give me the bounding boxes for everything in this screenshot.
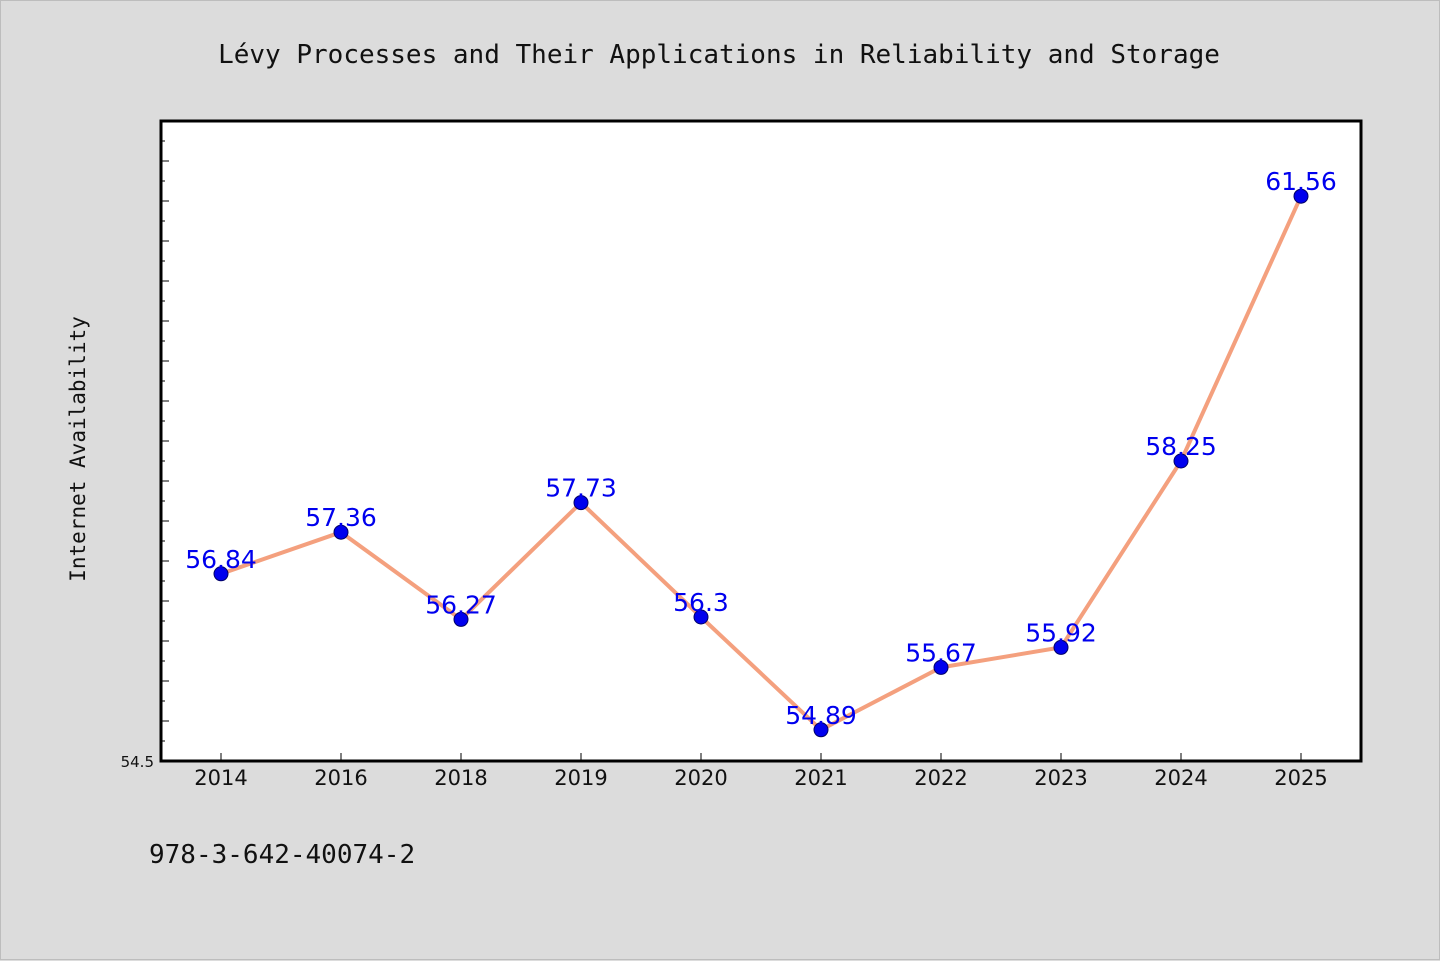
data-point xyxy=(693,609,709,625)
footer-isbn: 978-3-642-40074-2 xyxy=(149,840,415,870)
series-line xyxy=(219,194,1303,732)
x-tick-label: 2023 xyxy=(1034,766,1087,790)
series-markers-group xyxy=(213,188,1309,738)
data-label: 55.92 xyxy=(1025,618,1097,647)
x-tick-label: 2025 xyxy=(1274,766,1327,790)
data-point xyxy=(813,722,829,738)
x-tick-label: 2019 xyxy=(554,766,607,790)
y-tick-label-min: 54.5 xyxy=(121,753,154,771)
x-tick-label: 2020 xyxy=(674,766,727,790)
data-label: 55.67 xyxy=(905,638,977,667)
data-point xyxy=(573,495,589,511)
x-tick-label: 2014 xyxy=(194,766,247,790)
series-line-group xyxy=(219,194,1303,732)
data-label: 54.89 xyxy=(785,701,857,730)
x-tick-label: 2024 xyxy=(1154,766,1207,790)
chart-title: Lévy Processes and Their Applications in… xyxy=(218,40,1220,70)
x-axis: 2014 2016 2018 2019 2020 2021 2022 2023 2024 2025 xyxy=(194,753,1328,790)
data-point xyxy=(933,659,949,675)
data-labels-group: 56.84 57.36 56.27 57.73 56.3 54.89 55.67 55.92 5… xyxy=(185,167,1337,730)
y-axis-label: Internet Availability xyxy=(66,316,90,582)
data-point xyxy=(1053,639,1069,655)
data-point xyxy=(213,566,229,582)
data-point xyxy=(1293,188,1309,204)
data-label: 57.73 xyxy=(545,474,617,503)
y-axis-minor-ticks xyxy=(161,120,169,762)
data-point xyxy=(1173,453,1189,469)
data-label: 56.84 xyxy=(185,545,257,574)
data-label: 58.25 xyxy=(1145,432,1217,461)
plot-area xyxy=(159,119,1363,763)
x-tick-label: 2016 xyxy=(314,766,367,790)
data-label: 61.56 xyxy=(1265,167,1337,196)
x-tick-label: 2021 xyxy=(794,766,847,790)
data-label: 56.27 xyxy=(425,590,497,619)
data-label: 57.36 xyxy=(305,503,377,532)
x-tick-label: 2022 xyxy=(914,766,967,790)
data-point xyxy=(453,611,469,627)
data-point xyxy=(333,524,349,540)
data-label: 56.3 xyxy=(673,588,729,617)
x-tick-label: 2018 xyxy=(434,766,487,790)
